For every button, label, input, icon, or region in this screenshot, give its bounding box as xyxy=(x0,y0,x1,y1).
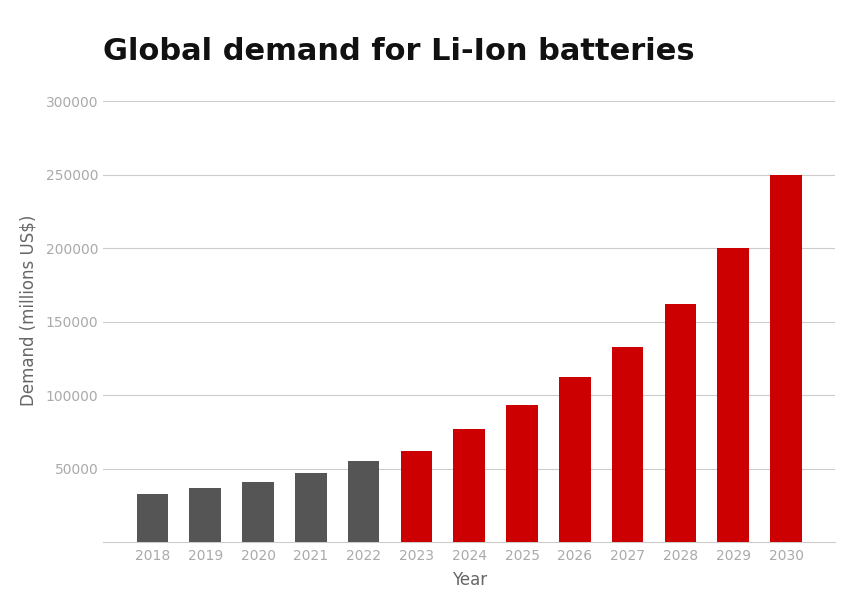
Bar xyxy=(454,429,485,542)
Bar xyxy=(717,248,749,542)
Bar xyxy=(771,175,802,542)
Bar xyxy=(506,406,538,542)
Bar xyxy=(559,378,591,542)
Bar xyxy=(612,347,643,542)
Bar xyxy=(189,488,221,542)
Bar xyxy=(137,493,168,542)
X-axis label: Year: Year xyxy=(452,571,486,590)
Bar xyxy=(665,304,697,542)
Bar xyxy=(400,451,432,542)
Bar xyxy=(295,473,326,542)
Bar xyxy=(348,461,380,542)
Y-axis label: Demand (millions US$): Demand (millions US$) xyxy=(20,215,38,406)
Text: Global demand for Li-Ion batteries: Global demand for Li-Ion batteries xyxy=(103,37,695,66)
Bar xyxy=(242,482,274,542)
